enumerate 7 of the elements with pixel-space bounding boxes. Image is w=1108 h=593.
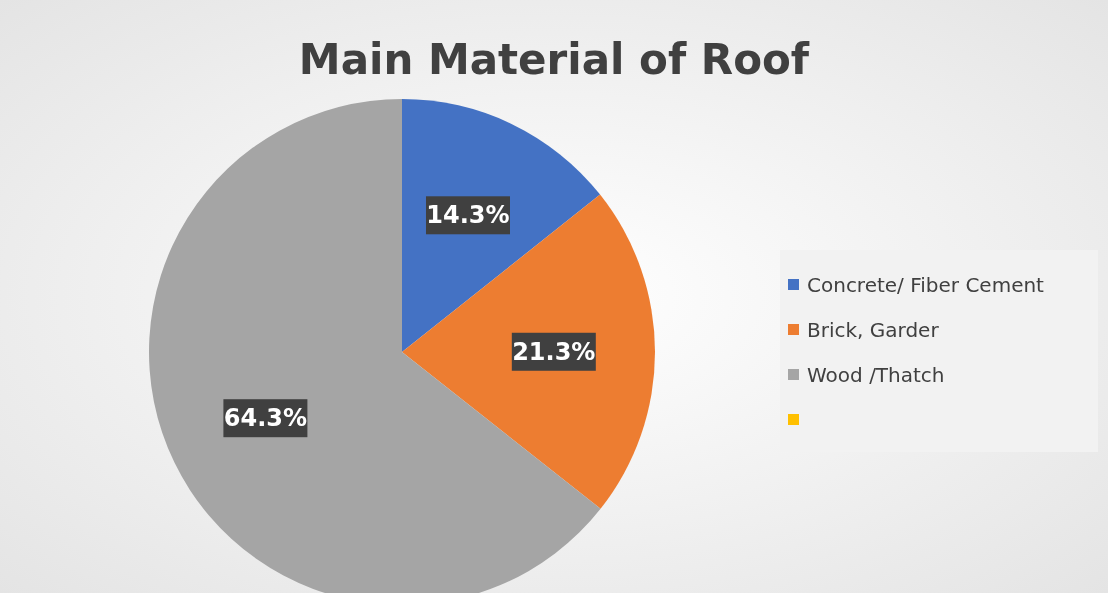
legend-label: Concrete/ Fiber Cement [807,272,1044,297]
data-label: 14.3% [426,201,510,230]
legend-label: Brick, Garder [807,317,939,342]
data-label: 21.3% [512,337,596,366]
legend-label: Wood /Thatch [807,362,945,387]
chart-title: Main Material of Roof [297,35,811,84]
data-label: 64.3% [223,404,308,433]
